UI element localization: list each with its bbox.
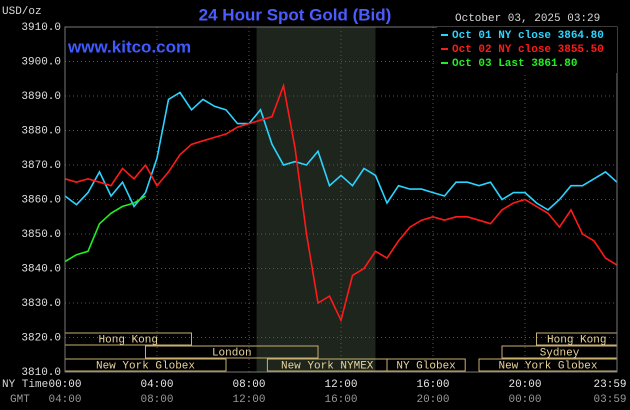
y-tick-label: 3820.0 [21, 332, 61, 344]
x2-tick-label: 03:59 [594, 394, 627, 406]
legend-label: Oct 03 Last 3861.80 [452, 58, 577, 70]
chart-title: 24 Hour Spot Gold (Bid) [199, 5, 392, 24]
x-tick-label: 08:00 [232, 379, 265, 391]
x2-tick-label: 16:00 [324, 394, 357, 406]
session-label: New York Globex [96, 360, 195, 372]
x-tick-label: 12:00 [324, 379, 357, 391]
series-line [64, 195, 146, 263]
legend-label: Oct 02 NY close 3855.50 [452, 44, 604, 56]
session-bar [386, 358, 466, 372]
plot-frame [64, 26, 618, 373]
x-tick-label: 16:00 [416, 379, 449, 391]
x2-axis-label: GMT [10, 394, 30, 406]
session-highlight [256, 27, 376, 372]
legend-box [437, 27, 617, 73]
site-label: www.kitco.com [67, 37, 191, 56]
y-tick-label: 3890.0 [21, 91, 61, 103]
x2-tick-label: 04:00 [48, 394, 81, 406]
y-tick-label: 3810.0 [21, 367, 61, 379]
y-tick-label: 3880.0 [21, 125, 61, 137]
x2-tick-label: 08:00 [140, 394, 173, 406]
y-tick-label: 3870.0 [21, 160, 61, 172]
session-label: New York NYMEX [281, 360, 374, 372]
session-label: NY Globex [396, 360, 456, 372]
series-line [64, 82, 618, 323]
x2-tick-label: 00:00 [508, 394, 541, 406]
timestamp: October 03, 2025 03:29 [455, 13, 600, 25]
session-label: Hong Kong [547, 334, 606, 346]
x2-tick-label: 12:00 [232, 394, 265, 406]
y-tick-label: 3910.0 [21, 22, 61, 34]
y-tick-label: 3850.0 [21, 229, 61, 241]
series-line [64, 91, 618, 211]
session-label: London [212, 347, 252, 359]
x-tick-label: 20:00 [508, 379, 541, 391]
y-tick-label: 3840.0 [21, 263, 61, 275]
session-bar [145, 345, 319, 359]
y-tick-label: 3830.0 [21, 298, 61, 310]
y-tick-label: 3860.0 [21, 194, 61, 206]
session-label: Sydney [540, 347, 580, 359]
session-label: Hong Kong [99, 334, 158, 346]
x-axis-label: NY Time [2, 379, 48, 391]
x-tick-label: 04:00 [140, 379, 173, 391]
y-tick-label: 3900.0 [21, 56, 61, 68]
x2-tick-label: 20:00 [416, 394, 449, 406]
session-label: New York Globex [498, 360, 597, 372]
x-tick-label: 23:59 [594, 379, 627, 391]
legend-label: Oct 01 NY close 3864.80 [452, 30, 604, 42]
x-tick-label: 00:00 [48, 379, 81, 391]
y-axis-label: USD/oz [2, 6, 42, 18]
